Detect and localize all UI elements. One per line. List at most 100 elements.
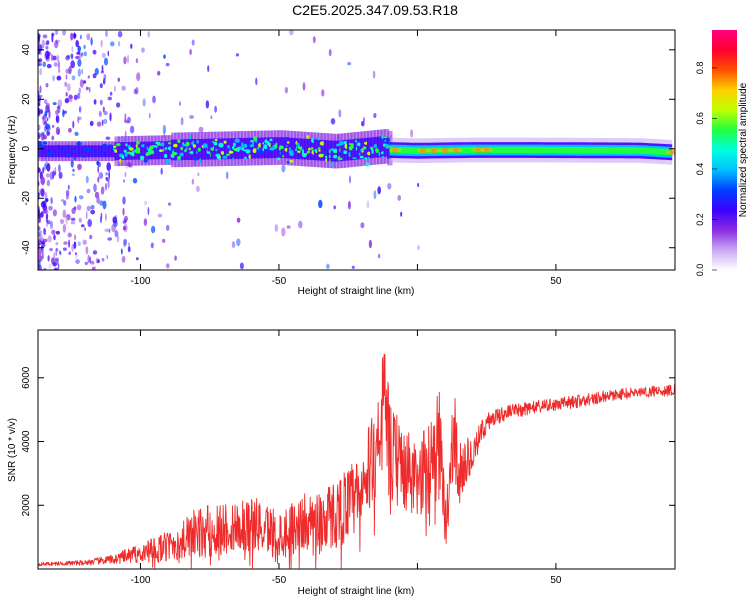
heatmap-noise-cell (38, 43, 41, 48)
colorbar-gradient (712, 30, 737, 270)
snr-x-ticks: -100 -50 50 (130, 330, 562, 586)
snr-y-tick-label: 2000 (21, 494, 32, 517)
snr-x-label: Height of straight line (km) (298, 586, 415, 597)
heatmap-noise-cell (101, 119, 104, 127)
heatmap-noise-cell (144, 200, 148, 206)
heatmap-noise-cell (54, 40, 59, 49)
heatmap-band-blob (297, 145, 301, 150)
heatmap-band-blob (159, 149, 163, 153)
heatmap-noise-cell (71, 173, 75, 177)
colorbar-tick-label: 0.2 (695, 213, 705, 226)
heatmap-peak-glow (666, 150, 675, 155)
heatmap-noise-cell (58, 171, 63, 179)
snr-y-ticks: 2000 4000 6000 (21, 366, 675, 516)
heatmap-noise-cell (99, 83, 103, 89)
heatmap-noise-cell (236, 217, 241, 223)
heatmap-noise-cell (40, 201, 46, 208)
heatmap-noise-cell (98, 172, 104, 179)
heatmap-noise-cell (205, 100, 210, 109)
heatmap-noise-cell (44, 110, 48, 117)
heatmap-noise-cell (53, 62, 58, 67)
heatmap-noise-cell (214, 105, 218, 113)
heatmap-noise-cell (52, 102, 57, 106)
colorbar-label: Normalized spectral amplitude (738, 82, 749, 217)
heatmap-noise-cell (377, 253, 381, 259)
heatmap-noise-cell (46, 179, 51, 187)
heatmap-band-blob (371, 149, 375, 154)
heatmap-noise-cell (79, 34, 82, 40)
heatmap-noise-cell (65, 74, 68, 80)
heatmap-noise-cell (77, 116, 82, 121)
heatmap-band-blob (306, 135, 310, 139)
snr-series-line (38, 353, 675, 569)
heatmap-noise-cell (45, 83, 49, 88)
heatmap-band-blob (318, 153, 324, 158)
heatmap-noise-cell (351, 265, 355, 269)
heatmap-noise-cell (108, 228, 111, 233)
heatmap-noise-cell (397, 194, 402, 201)
heatmap-noise-cell (274, 224, 279, 232)
heatmap-noise-cell (52, 209, 58, 217)
spectrogram-y-tick-label: -40 (21, 240, 32, 255)
heatmap-band-blob (381, 135, 385, 139)
heatmap-noise-cell (43, 163, 48, 171)
heatmap-noise-cell (79, 79, 84, 88)
heatmap-band-blob (356, 142, 362, 147)
heatmap-noise-cell (167, 202, 172, 206)
heatmap-band-blob (135, 147, 141, 153)
heatmap-band-core (170, 139, 175, 161)
heatmap-noise-cell (142, 98, 146, 107)
heatmap-noise-cell (87, 254, 90, 264)
heatmap-band-core (367, 137, 371, 159)
snr-y-label: SNR (10 * v/v) (7, 418, 18, 482)
heatmap-noise-cell (312, 36, 316, 44)
heatmap-band-core (67, 145, 72, 158)
heatmap-band-blob (227, 145, 230, 149)
heatmap-band-blob (125, 143, 128, 147)
heatmap-noise-cell (55, 30, 59, 35)
spectrogram-y-ticks: -40 -20 0 20 40 (21, 44, 675, 255)
heatmap-noise-cell (89, 120, 94, 127)
heatmap-band-blob (202, 143, 208, 149)
heatmap-band-blob (146, 151, 150, 156)
heatmap-noise-cell (42, 167, 45, 174)
heatmap-noise-cell (123, 179, 126, 183)
heatmap-noise-cell (98, 161, 101, 168)
heatmap-noise-cell (38, 63, 42, 66)
heatmap-band-core (204, 138, 209, 160)
heatmap-noise-cell (107, 179, 110, 189)
heatmap-band-core (127, 142, 132, 160)
heatmap-band-core (48, 145, 52, 158)
heatmap-noise-cell (94, 191, 100, 199)
heatmap-noise-cell (210, 115, 213, 120)
heatmap-band-blob (96, 160, 99, 166)
heatmap-noise-cell (120, 248, 123, 255)
heatmap-noise-cell (123, 238, 128, 246)
heatmap-noise-cell (58, 164, 61, 173)
heatmap-noise-cell (122, 226, 127, 231)
heatmap-noise-cell (68, 95, 73, 99)
heatmap-noise-cell (157, 70, 161, 76)
heatmap-band-blob (333, 154, 338, 159)
heatmap-band-blob (349, 143, 355, 146)
heatmap-band-blob (318, 149, 322, 152)
heatmap-noise-cell (347, 62, 352, 66)
heatmap-noise-cell (165, 224, 170, 231)
heatmap-noise-cell (77, 241, 81, 246)
heatmap-noise-cell (74, 195, 77, 203)
heatmap-band-core (217, 138, 222, 160)
heatmap-band-blob (177, 155, 181, 160)
heatmap-noise-cell (67, 232, 72, 238)
heatmap-noise-cell (77, 68, 81, 77)
heatmap-noise-cell (100, 212, 103, 220)
heatmap-noise-cell (71, 75, 76, 81)
heatmap-noise-cell (372, 70, 376, 79)
heatmap-noise-cell (333, 205, 336, 210)
heatmap-noise-cell (109, 112, 112, 122)
heatmap-noise-cell (47, 255, 50, 262)
heatmap-noise-cell (42, 134, 47, 140)
heatmap-noise-cell (78, 195, 84, 200)
heatmap-noise-cell (85, 86, 89, 91)
heatmap-band-blob (253, 136, 258, 141)
